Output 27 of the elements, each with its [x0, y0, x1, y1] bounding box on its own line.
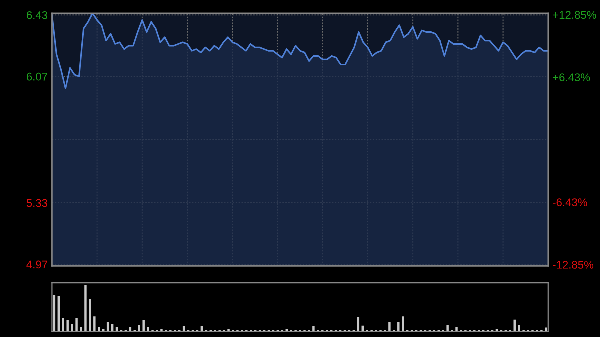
bar	[545, 328, 548, 332]
y2-tick-label: +12.85%	[553, 11, 596, 20]
bar	[312, 326, 315, 332]
bar	[98, 327, 100, 332]
bar	[456, 327, 458, 332]
y2-tick-label: +6.43%	[553, 74, 590, 82]
bar	[84, 285, 87, 332]
y2-tick-label: -6.43%	[553, 198, 588, 206]
bar	[80, 327, 82, 332]
bar	[66, 320, 69, 332]
bar	[160, 329, 163, 332]
bar	[76, 318, 78, 332]
y-tick-label: 6.43	[26, 11, 48, 20]
bar	[142, 320, 145, 332]
bar	[94, 316, 96, 332]
bar	[398, 322, 400, 332]
bar	[446, 325, 449, 332]
y-tick-label: 6.07	[26, 72, 48, 81]
bar	[518, 324, 520, 332]
bar	[89, 299, 92, 332]
y-tick-label: 5.33	[26, 199, 48, 208]
y2-tick-label: -12.85%	[553, 261, 594, 269]
bar	[147, 327, 150, 332]
bar	[228, 329, 230, 332]
y-tick-label: 4.97	[26, 260, 48, 269]
bar	[71, 324, 74, 332]
bar	[388, 322, 391, 332]
